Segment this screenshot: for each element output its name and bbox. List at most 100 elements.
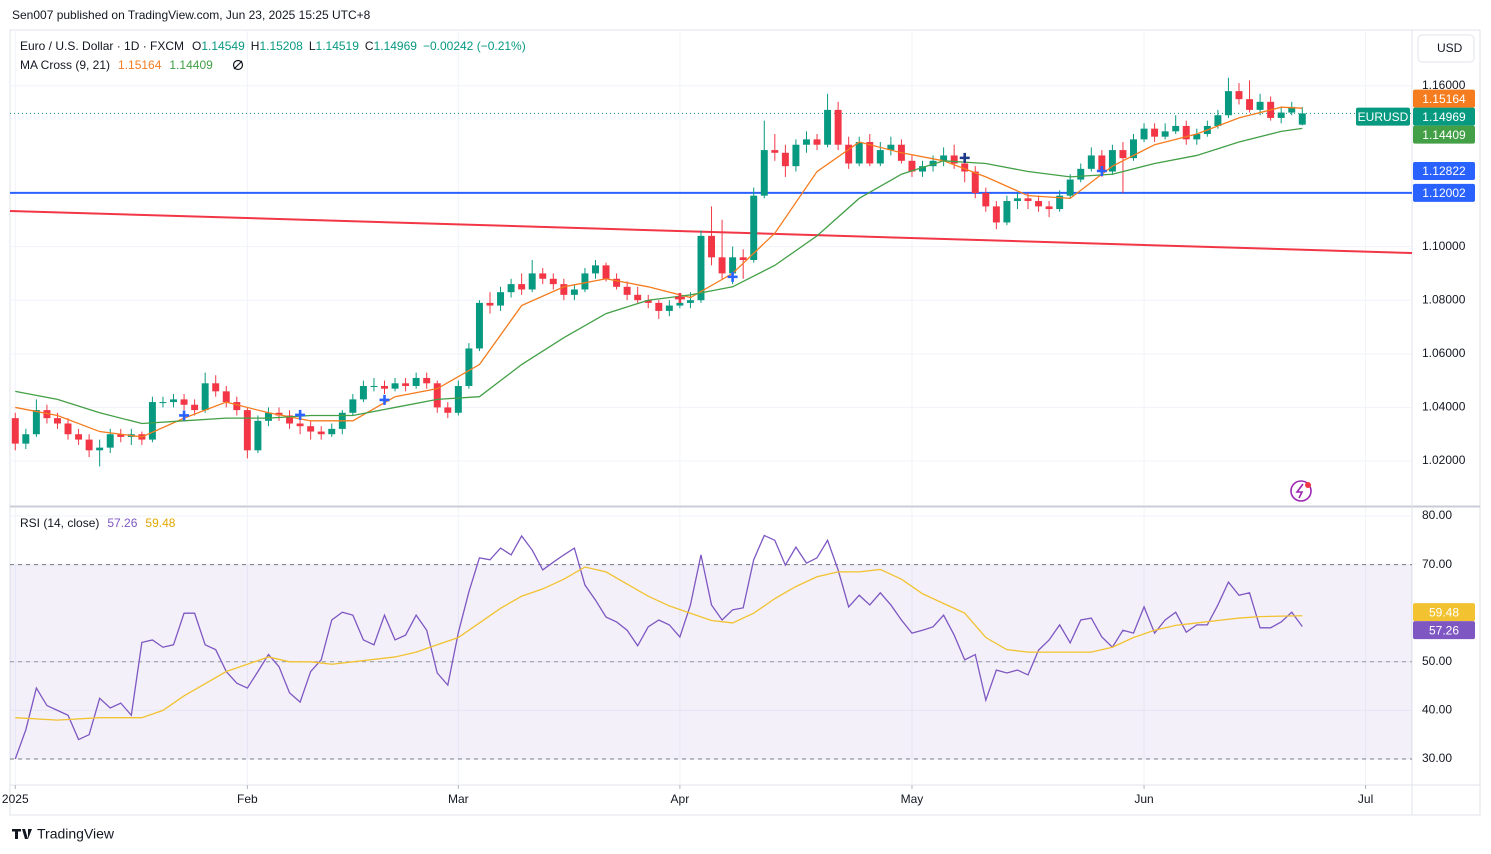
rsi-tick-label: 30.00 <box>1422 751 1452 765</box>
candle-body <box>623 286 631 295</box>
logo <box>12 829 32 839</box>
symbol-tag-text: EURUSD <box>1358 110 1409 124</box>
ohlc-value: 1.14519 <box>316 39 360 53</box>
price-tag <box>1413 107 1475 126</box>
change: −0.00242 (−0.21%) <box>423 39 526 53</box>
candle-body <box>1077 168 1085 180</box>
candle-body <box>1161 131 1169 137</box>
candle-body <box>686 300 694 303</box>
candle-body <box>518 284 526 290</box>
candle-body <box>11 418 19 444</box>
cross-marker <box>179 410 190 421</box>
candle-body <box>264 412 272 421</box>
hide-icon[interactable] <box>233 60 243 70</box>
rsi-ma-line <box>15 566 1303 721</box>
candle-body <box>708 235 716 258</box>
candle-body <box>971 171 979 193</box>
candle-body <box>1013 198 1021 202</box>
candle-body <box>771 150 779 153</box>
candle-body <box>750 195 758 260</box>
price-tag-text: 1.14969 <box>1422 110 1466 124</box>
candle-body <box>444 407 452 413</box>
candle-body <box>1045 206 1053 210</box>
trend-line <box>10 209 1412 255</box>
hide-icon[interactable] <box>232 59 244 71</box>
candle-body <box>201 383 209 411</box>
rsi-tag-text: 57.26 <box>1429 623 1459 637</box>
alert-icon[interactable] <box>1290 480 1312 502</box>
candle-body <box>739 257 747 260</box>
candle-body <box>191 404 199 411</box>
candle-body <box>887 144 895 151</box>
rsi-tag-text: 59.48 <box>1429 605 1459 619</box>
rsi-tick-label: 50.00 <box>1422 654 1452 668</box>
rsi-tag <box>1413 621 1475 640</box>
candle-body <box>1256 101 1264 110</box>
candle-body <box>497 292 505 306</box>
candle-body <box>275 412 283 416</box>
cross-marker <box>674 293 685 304</box>
ohlc-key: C <box>365 39 374 53</box>
currency-button[interactable] <box>1417 34 1475 63</box>
candle-body <box>1182 125 1190 140</box>
candle-body <box>961 163 969 172</box>
x-tick-label: Jun <box>1134 792 1153 806</box>
moving-average <box>15 127 1303 425</box>
candle-body <box>718 257 726 274</box>
candle-body <box>676 302 684 306</box>
ohlc-value: 1.15208 <box>259 39 303 53</box>
candle-body <box>402 383 410 386</box>
x-tick-label: Mar <box>448 792 469 806</box>
x-tick-label: 2025 <box>2 792 29 806</box>
candle-body <box>824 109 832 145</box>
candle-body <box>53 418 61 424</box>
price-tag <box>1413 183 1475 202</box>
candle-body <box>22 434 30 444</box>
candle-body <box>507 284 515 293</box>
candle-body <box>148 402 156 440</box>
candle-body <box>1024 198 1032 202</box>
y-tick-label: 1.08000 <box>1422 292 1466 306</box>
candle-body <box>1119 150 1127 159</box>
cross-marker <box>1096 165 1107 176</box>
symbol-title: Euro / U.S. Dollar · 1D · FXCM <box>20 39 184 53</box>
candle-body <box>180 399 188 405</box>
currency[interactable]: USD <box>1437 41 1463 55</box>
candle-body <box>1066 179 1074 196</box>
candle-body <box>106 434 114 448</box>
y-tick-label: 1.02000 <box>1422 453 1466 467</box>
candle-body <box>317 431 325 435</box>
ohlc-value: 1.14969 <box>374 39 418 53</box>
candle-body <box>433 383 441 408</box>
candle-body <box>349 399 357 413</box>
candle-body <box>528 273 536 290</box>
candle-body <box>1056 195 1064 210</box>
candle-body <box>866 142 874 164</box>
candle-body <box>1298 113 1306 125</box>
ma-name: MA Cross (9, 21) <box>20 58 110 72</box>
candle-body <box>1235 91 1243 100</box>
price-tag-text: 1.14409 <box>1422 128 1466 142</box>
candle-body <box>475 302 483 349</box>
candle-body <box>64 423 72 435</box>
candle-body <box>381 385 388 389</box>
candle-body <box>1214 115 1222 126</box>
price-tag-text: 1.12002 <box>1422 186 1466 200</box>
rsi-legend: RSI (14, close) 57.26 59.48 <box>20 516 176 530</box>
alert-icon[interactable] <box>1295 483 1304 499</box>
candle-body <box>1172 125 1180 132</box>
candle-body <box>1035 201 1043 207</box>
candle-body <box>254 420 262 451</box>
rsi-pane <box>10 534 1412 760</box>
candle-body <box>634 294 642 301</box>
candle-body <box>560 284 568 295</box>
rsi-tick-label: 80.00 <box>1422 508 1452 522</box>
candle-body <box>919 166 926 172</box>
candle-body <box>454 385 462 413</box>
ma-legend: MA Cross (9, 21) 1.15164 1.14409 <box>20 58 213 72</box>
symbol-tag <box>1356 107 1410 126</box>
x-tick-label: May <box>901 792 924 806</box>
candle-body <box>159 402 167 404</box>
candle-body <box>359 385 367 400</box>
